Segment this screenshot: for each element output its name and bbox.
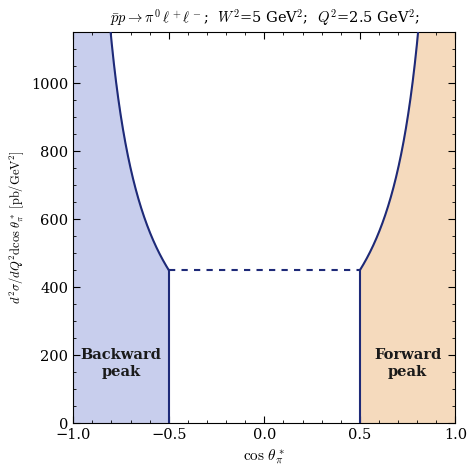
Y-axis label: $d^2\sigma/dQ^2\mathrm{d}\cos\,\theta^*_\pi\;[\mathrm{pb/GeV}^2]$: $d^2\sigma/dQ^2\mathrm{d}\cos\,\theta^*_… [7, 151, 26, 304]
Title: $\bar{p}p \to \pi^0\, \ell^+\ell^-$;  $W^2$=5 GeV$^2$;  $Q^2$=2.5 GeV$^2$;: $\bar{p}p \to \pi^0\, \ell^+\ell^-$; $W^… [109, 7, 419, 28]
Text: Forward
peak: Forward peak [374, 348, 441, 379]
Text: Backward
peak: Backward peak [81, 348, 162, 379]
X-axis label: $\cos\,\theta^*_\pi$: $\cos\,\theta^*_\pi$ [243, 447, 286, 467]
